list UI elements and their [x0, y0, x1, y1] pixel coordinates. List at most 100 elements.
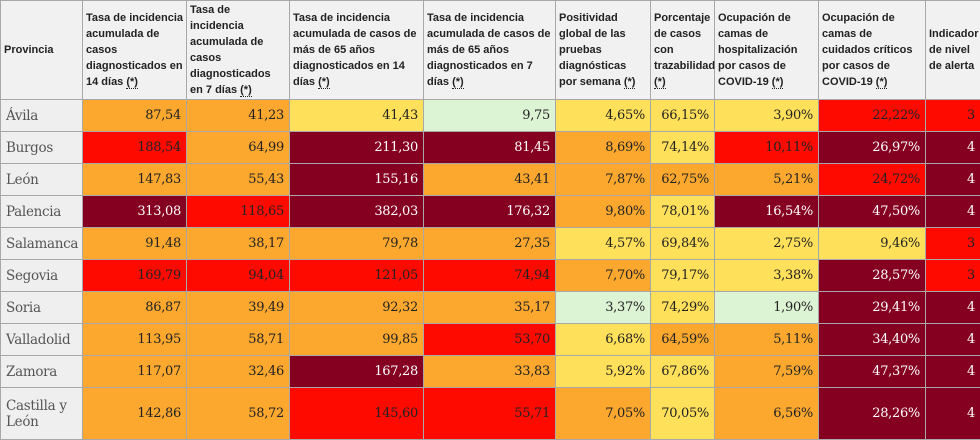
- value-cell: 113,95: [83, 324, 187, 356]
- value-cell: 33,83: [424, 356, 556, 388]
- column-header: Provincia: [1, 1, 83, 100]
- province-cell: León: [1, 164, 83, 196]
- value-cell: 4,57%: [556, 228, 651, 260]
- value-cell: 47,50%: [819, 196, 926, 228]
- value-cell: 26,97%: [819, 132, 926, 164]
- column-header-label: Positividad global de las pruebas diagnó…: [559, 12, 626, 88]
- alert-level-cell: 4: [926, 388, 980, 440]
- alert-level-cell: 3: [926, 100, 980, 132]
- column-header: Tasa de incidencia acumulada de casos di…: [83, 1, 187, 100]
- value-cell: 67,86%: [651, 356, 715, 388]
- value-cell: 78,01%: [651, 196, 715, 228]
- province-cell: Palencia: [1, 196, 83, 228]
- value-cell: 10,11%: [715, 132, 819, 164]
- value-cell: 24,72%: [819, 164, 926, 196]
- column-header: Positividad global de las pruebas diagnó…: [556, 1, 651, 100]
- value-cell: 66,15%: [651, 100, 715, 132]
- value-cell: 41,43: [290, 100, 424, 132]
- province-cell: Soria: [1, 292, 83, 324]
- value-cell: 7,70%: [556, 260, 651, 292]
- value-cell: 155,16: [290, 164, 424, 196]
- value-cell: 6,68%: [556, 324, 651, 356]
- value-cell: 4,65%: [556, 100, 651, 132]
- column-header-label: Ocupación de camas de cuidados críticos …: [822, 12, 912, 88]
- value-cell: 64,59%: [651, 324, 715, 356]
- column-header-label: Indicador de nivel de alerta: [929, 28, 979, 72]
- province-cell: Salamanca: [1, 228, 83, 260]
- column-header-label: Tasa de incidencia acumulada de casos de…: [293, 12, 417, 88]
- value-cell: 382,03: [290, 196, 424, 228]
- footnote-marker[interactable]: (*): [876, 76, 888, 89]
- value-cell: 211,30: [290, 132, 424, 164]
- value-cell: 6,56%: [715, 388, 819, 440]
- value-cell: 145,60: [290, 388, 424, 440]
- value-cell: 147,83: [83, 164, 187, 196]
- value-cell: 58,72: [187, 388, 290, 440]
- footnote-marker[interactable]: (*): [654, 76, 666, 89]
- footnote-marker[interactable]: (*): [452, 76, 464, 89]
- alert-level-cell: 3: [926, 228, 980, 260]
- value-cell: 7,59%: [715, 356, 819, 388]
- value-cell: 5,11%: [715, 324, 819, 356]
- value-cell: 55,71: [424, 388, 556, 440]
- province-cell: Valladolid: [1, 324, 83, 356]
- value-cell: 58,71: [187, 324, 290, 356]
- value-cell: 3,90%: [715, 100, 819, 132]
- value-cell: 34,40%: [819, 324, 926, 356]
- value-cell: 35,17: [424, 292, 556, 324]
- column-header-label: Ocupación de camas de hospitalización po…: [718, 12, 797, 88]
- value-cell: 5,21%: [715, 164, 819, 196]
- alert-level-cell: 4: [926, 164, 980, 196]
- value-cell: 74,14%: [651, 132, 715, 164]
- value-cell: 28,26%: [819, 388, 926, 440]
- alert-level-cell: 3: [926, 260, 980, 292]
- footnote-marker[interactable]: (*): [624, 76, 636, 89]
- column-header: Porcentaje de casos con trazabilidad (*): [651, 1, 715, 100]
- value-cell: 3,37%: [556, 292, 651, 324]
- footnote-marker[interactable]: (*): [318, 76, 330, 89]
- value-cell: 79,17%: [651, 260, 715, 292]
- value-cell: 3,38%: [715, 260, 819, 292]
- value-cell: 2,75%: [715, 228, 819, 260]
- column-header: Tasa de incidencia acumulada de casos de…: [290, 1, 424, 100]
- value-cell: 74,29%: [651, 292, 715, 324]
- value-cell: 94,04: [187, 260, 290, 292]
- value-cell: 62,75%: [651, 164, 715, 196]
- value-cell: 8,69%: [556, 132, 651, 164]
- value-cell: 7,05%: [556, 388, 651, 440]
- value-cell: 91,48: [83, 228, 187, 260]
- value-cell: 53,70: [424, 324, 556, 356]
- alert-level-cell: 4: [926, 132, 980, 164]
- value-cell: 38,17: [187, 228, 290, 260]
- value-cell: 142,86: [83, 388, 187, 440]
- alert-level-cell: 4: [926, 292, 980, 324]
- footnote-marker[interactable]: (*): [126, 76, 138, 89]
- column-header-label: Tasa de incidencia acumulada de casos de…: [427, 12, 551, 88]
- value-cell: 55,43: [187, 164, 290, 196]
- value-cell: 79,78: [290, 228, 424, 260]
- value-cell: 92,32: [290, 292, 424, 324]
- value-cell: 16,54%: [715, 196, 819, 228]
- column-header-label: Porcentaje de casos con trazabilidad: [654, 12, 715, 72]
- value-cell: 32,46: [187, 356, 290, 388]
- footnote-marker[interactable]: (*): [240, 84, 252, 97]
- value-cell: 9,80%: [556, 196, 651, 228]
- value-cell: 99,85: [290, 324, 424, 356]
- value-cell: 22,22%: [819, 100, 926, 132]
- footnote-marker[interactable]: (*): [772, 76, 784, 89]
- value-cell: 64,99: [187, 132, 290, 164]
- province-cell: Ávila: [1, 100, 83, 132]
- value-cell: 169,79: [83, 260, 187, 292]
- value-cell: 86,87: [83, 292, 187, 324]
- value-cell: 5,92%: [556, 356, 651, 388]
- value-cell: 176,32: [424, 196, 556, 228]
- province-cell: Castilla y León: [1, 388, 83, 440]
